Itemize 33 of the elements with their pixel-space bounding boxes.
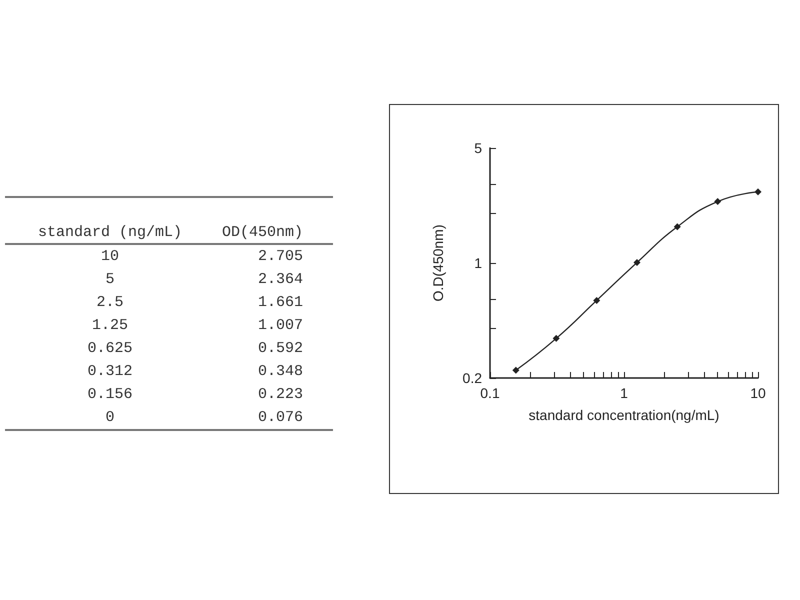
point [714,198,722,206]
x-axis-title: standard concentration(ng/mL) [528,407,720,423]
point [674,223,681,230]
text: 0.625 [86,339,134,359]
x-tick-label: 1 [620,385,628,401]
text: 0 [104,408,116,428]
point [633,259,640,266]
text: OD(450nm) [220,223,304,243]
text: 0.348 [256,362,304,382]
point [552,334,560,342]
text: 1.25 [90,316,129,336]
text: 2.5 [95,293,124,313]
y-tick-label: 1 [474,255,482,271]
text: 0.312 [86,362,134,382]
text: 0.223 [256,385,304,405]
text: 2.364 [256,270,304,290]
point [754,188,762,196]
text: 0.156 [86,385,134,405]
text: 1.661 [256,293,304,313]
point [593,296,600,304]
text: 10 [100,247,120,267]
text: 0.076 [256,408,304,428]
x-tick-label: 0.1 [480,385,500,401]
text: 1.007 [256,316,304,336]
y-tick-label: 0.2 [462,370,482,386]
text: standard (ng/mL) [36,223,184,243]
text: 0.592 [256,339,304,359]
x-tick-label: 10 [750,385,766,401]
y-tick-label: 5 [474,140,482,156]
y-axis-title: O.D(450nm) [430,224,446,302]
text: 5 [104,270,116,290]
point [512,366,520,374]
text: 2.705 [256,247,304,267]
